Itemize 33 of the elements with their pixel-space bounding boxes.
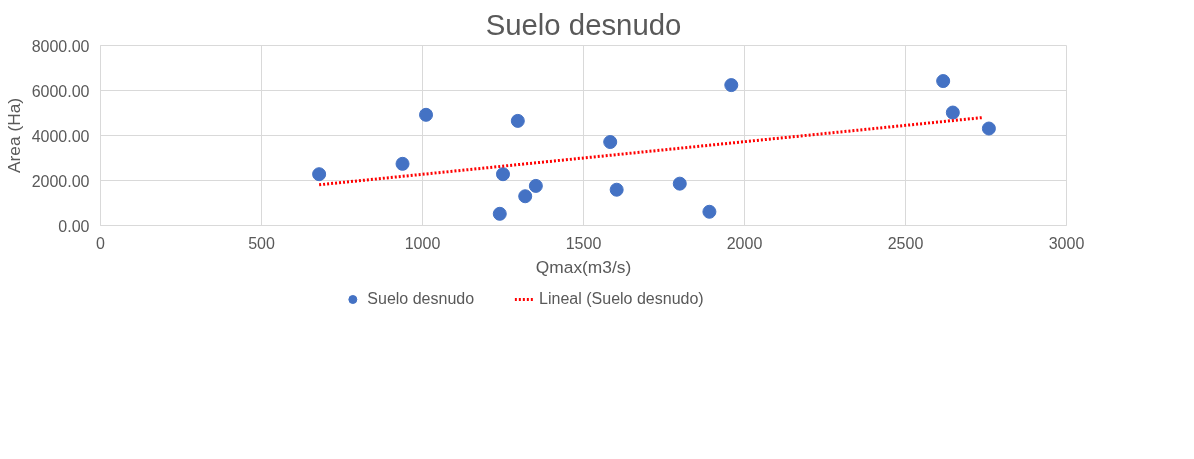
y-tick-label: 0.00 (58, 217, 90, 235)
y-tick-label: 4000.00 (31, 127, 90, 145)
point (528, 178, 543, 193)
point (492, 206, 507, 221)
point (419, 107, 434, 122)
x-tick-label: 1500 (565, 234, 602, 252)
point (603, 135, 618, 150)
point (395, 156, 410, 171)
y-tick-label: 2000.00 (31, 172, 90, 190)
chart-title: Suelo desnudo (485, 7, 682, 41)
point (945, 105, 960, 120)
x-tick-label: 1000 (404, 234, 441, 252)
legend-label: Suelo desnudo (367, 290, 475, 308)
point (312, 167, 327, 182)
point (496, 167, 510, 182)
x-axis-title: Qmax(m3/s) (535, 256, 632, 277)
y-axis-title: Area (Ha) (3, 97, 24, 174)
point (702, 204, 717, 219)
y-tick-label: 6000.00 (31, 82, 90, 100)
y-tick-label: 8000.00 (31, 37, 90, 55)
point (672, 176, 687, 191)
x-tick-label: 2500 (887, 234, 924, 252)
x-tick-label: 0 (96, 234, 106, 252)
point (518, 189, 533, 204)
point (936, 74, 951, 89)
point (724, 78, 739, 93)
x-tick-label: 500 (248, 234, 275, 252)
x-tick-label: 3000 (1048, 234, 1085, 252)
point (981, 121, 996, 136)
x-tick-label: 2000 (726, 234, 763, 252)
legend-label: Lineal (Suelo desnudo) (539, 290, 704, 308)
point (510, 113, 525, 128)
point (609, 182, 624, 197)
